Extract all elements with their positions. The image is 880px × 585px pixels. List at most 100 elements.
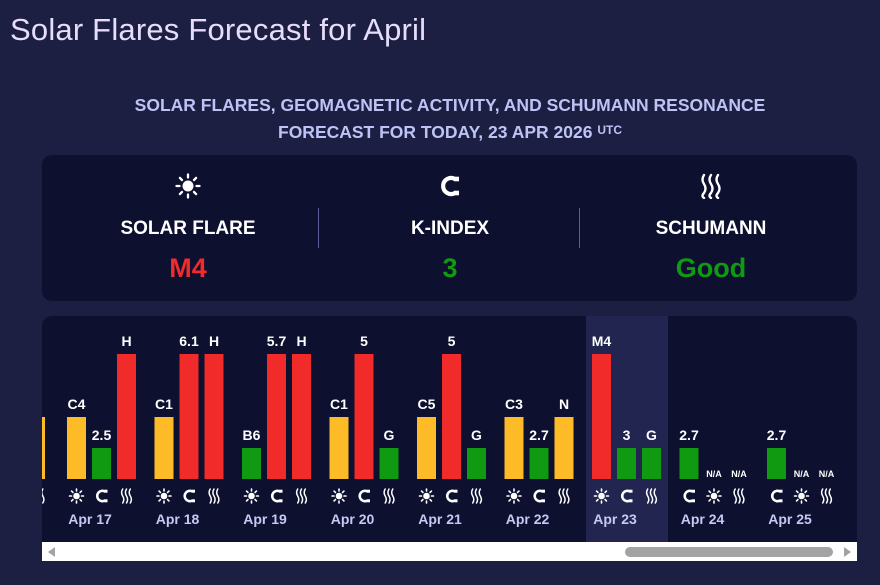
waves-icon <box>558 488 570 504</box>
flare-bar <box>154 417 174 479</box>
date-label: Apr 22 <box>506 511 550 527</box>
waves-icon <box>586 173 836 199</box>
schumann-value-label: N/A <box>819 469 835 479</box>
sun-icon <box>68 488 85 504</box>
magnet-icon <box>325 173 575 199</box>
schumann-bar <box>379 448 399 479</box>
schumann-value-label: H <box>209 333 219 349</box>
kindex-bar <box>179 354 199 479</box>
k-index-value: 3 <box>442 253 458 283</box>
k-index-label: K-INDEX <box>410 218 490 239</box>
flare-value-label: C5 <box>418 396 436 412</box>
kindex-value-label: 2.7 <box>679 427 699 443</box>
magnet-icon <box>683 489 695 503</box>
flare-bar <box>417 417 436 479</box>
flare-value-label: B6 <box>243 427 261 443</box>
waves-icon <box>820 488 833 504</box>
date-label: Apr 23 <box>593 511 637 527</box>
page-title: Solar Flares Forecast for April <box>10 12 427 47</box>
kindex-value-label: 2.5 <box>92 427 112 443</box>
flare-value-label: C3 <box>505 396 523 412</box>
magnet-icon <box>358 489 370 503</box>
magnet-icon <box>270 489 283 503</box>
kindex-value-label: 6.1 <box>179 333 199 349</box>
sun-icon <box>243 488 260 504</box>
schumann-bar <box>467 448 486 479</box>
solar-flare-value: M4 <box>169 253 207 283</box>
flare-bar <box>242 448 261 479</box>
kindex-value-label: 5 <box>448 333 456 349</box>
schumann-value-label: N/A <box>731 469 747 479</box>
magnet-icon <box>533 489 545 503</box>
flare-value-label: N/A <box>706 469 722 479</box>
sun-icon <box>506 488 522 504</box>
kindex-value-label: 2.7 <box>767 427 787 443</box>
kindex-value-label: 2.7 <box>529 427 549 443</box>
waves-icon <box>42 488 45 504</box>
waves-icon <box>470 488 483 504</box>
schumann-value: Good <box>675 253 747 283</box>
schumann-value-label: G <box>471 427 482 443</box>
magnet-icon <box>445 489 458 503</box>
summary-divider <box>318 208 319 248</box>
schumann-bar <box>117 354 136 479</box>
solar-flare-label: SOLAR FLARE <box>120 218 256 239</box>
flare-bar <box>67 417 86 479</box>
subtitle-date-text: FORECAST FOR TODAY, 23 APR 2026 <box>278 122 593 142</box>
flare-bar <box>329 417 349 479</box>
waves-icon <box>120 488 133 504</box>
flare-value-label: C1 <box>330 396 348 412</box>
sun-icon <box>793 488 810 504</box>
sun-icon <box>593 488 610 504</box>
subtitle-line-2: FORECAST FOR TODAY, 23 APR 2026 UTC <box>40 119 860 146</box>
flare-value-label: C4 <box>68 396 86 412</box>
sun-icon <box>706 488 722 504</box>
magnet-icon <box>183 489 195 503</box>
date-label: Apr 19 <box>243 511 287 527</box>
kindex-bar <box>767 448 786 479</box>
kindex-bar <box>354 354 374 479</box>
date-label: Apr 21 <box>418 511 462 527</box>
flare-value-label: M4 <box>592 333 612 349</box>
scroll-left-arrow-icon[interactable] <box>42 542 62 561</box>
schumann-value-label: N <box>559 396 569 412</box>
schumann-summary: SCHUMANN Good <box>586 155 836 301</box>
flare-bar <box>504 417 524 479</box>
sun-icon <box>418 488 435 504</box>
kindex-bar <box>267 354 286 479</box>
today-summary-panel: SOLAR FLARE M4 K-INDEX 3 SCHUMANN Go <box>42 155 857 301</box>
sun-icon <box>331 488 347 504</box>
sun-icon <box>156 488 172 504</box>
kindex-bar <box>92 448 111 479</box>
kindex-bar <box>679 448 699 479</box>
schumann-value-label: G <box>646 427 657 443</box>
forecast-chart-panel[interactable]: C4 2.5 H Apr 17 C1 6.1 H Apr 18 B6 5.7 H Apr 19 C1 5 G… <box>42 316 857 561</box>
schumann-bar <box>204 354 224 479</box>
waves-icon <box>383 488 395 504</box>
scroll-right-arrow-icon[interactable] <box>837 542 857 561</box>
solar-flare-summary: SOLAR FLARE M4 <box>63 155 313 301</box>
schumann-label: SCHUMANN <box>655 218 767 239</box>
waves-icon <box>645 488 658 504</box>
flare-value-label: N/A <box>794 469 810 479</box>
schumann-bar <box>292 354 311 479</box>
date-label: Apr 24 <box>681 511 725 527</box>
schumann-bar <box>642 448 661 479</box>
schumann-value-label: H <box>121 333 131 349</box>
horizontal-scrollbar[interactable] <box>42 542 857 561</box>
kindex-bar <box>442 354 461 479</box>
scrollbar-thumb[interactable] <box>625 547 833 557</box>
kindex-bar <box>529 448 549 479</box>
kindex-bar <box>617 448 636 479</box>
date-label: Apr 20 <box>331 511 375 527</box>
waves-icon <box>208 488 220 504</box>
forecast-bar-chart: C4 2.5 H Apr 17 C1 6.1 H Apr 18 B6 5.7 H Apr 19 C1 5 G… <box>42 333 835 527</box>
forecast-subtitle: SOLAR FLARES, GEOMAGNETIC ACTIVITY, AND … <box>40 92 860 146</box>
waves-icon <box>295 488 308 504</box>
magnet-icon <box>770 489 783 503</box>
date-label: Apr 25 <box>768 511 812 527</box>
summary-divider <box>579 208 580 248</box>
k-index-summary: K-INDEX 3 <box>325 155 575 301</box>
subtitle-line-1: SOLAR FLARES, GEOMAGNETIC ACTIVITY, AND … <box>134 95 766 115</box>
waves-icon <box>733 488 745 504</box>
